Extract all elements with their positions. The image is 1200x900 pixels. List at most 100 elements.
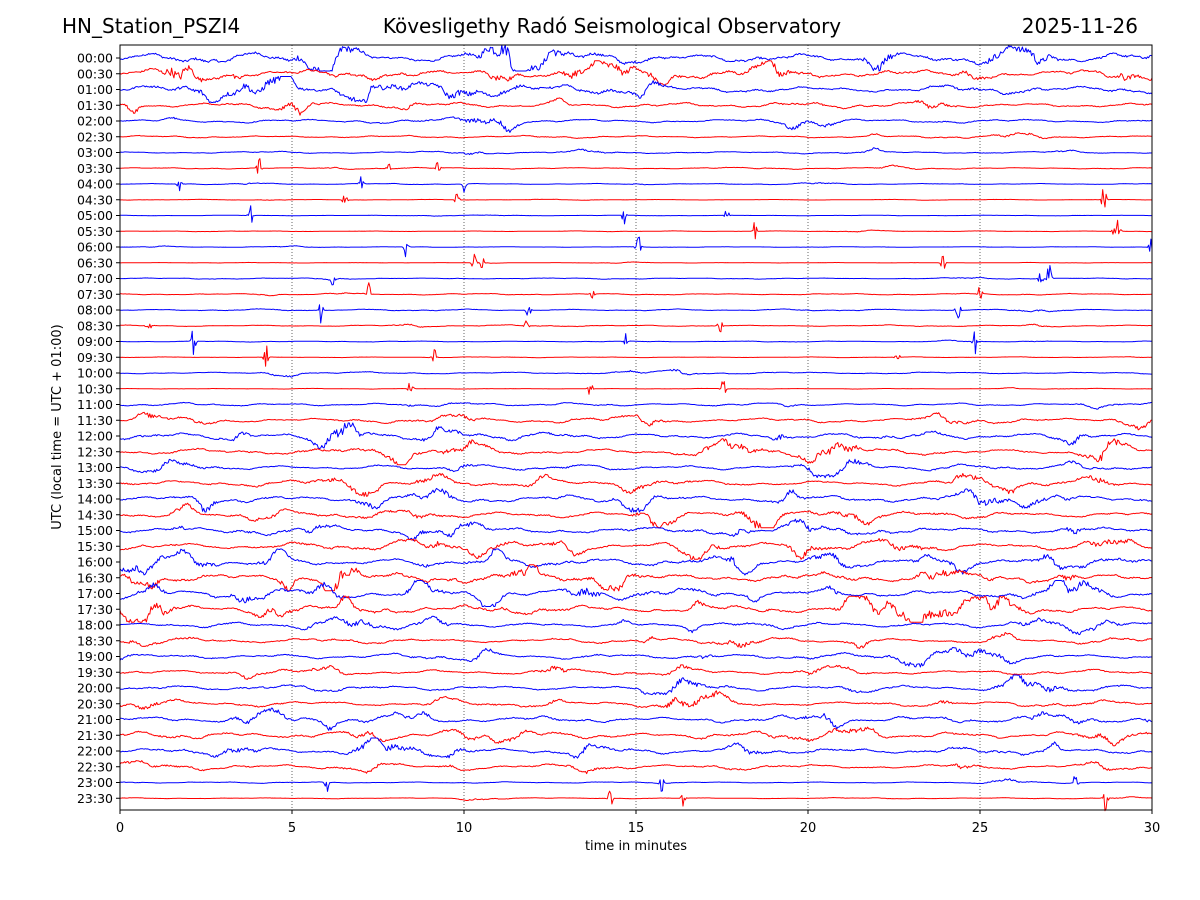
seismogram-trace	[119, 564, 1153, 592]
seismogram-trace	[119, 116, 1153, 133]
seismogram-trace	[119, 615, 1153, 636]
seismogram-trace	[119, 189, 1153, 208]
date-title: 2025-11-26	[1021, 14, 1138, 38]
seismogram-trace	[119, 776, 1153, 792]
y-tick-label: 12:00	[77, 429, 113, 444]
seismogram-trace	[119, 538, 1153, 560]
x-tick-label: 25	[972, 821, 989, 836]
y-tick-label: 20:00	[77, 681, 113, 696]
seismogram-trace	[119, 518, 1153, 542]
y-tick-label: 08:00	[77, 303, 113, 318]
y-tick-label: 14:30	[77, 507, 113, 522]
y-tick-label: 20:30	[77, 696, 113, 711]
x-axis: 0 5 10 15 20 25 30	[116, 810, 1160, 836]
y-tick-label: 03:30	[77, 161, 113, 176]
y-tick-label: 01:00	[77, 82, 113, 97]
y-tick-label: 00:00	[77, 51, 113, 66]
y-tick-label: 02:30	[77, 129, 113, 144]
seismogram-trace	[119, 458, 1153, 479]
observatory-title: Kövesligethy Radó Seismological Observat…	[382, 14, 842, 38]
seismogram-trace	[119, 44, 1153, 72]
seismogram-trace	[119, 97, 1153, 116]
x-tick-label: 20	[800, 821, 817, 836]
y-tick-label: 22:00	[77, 744, 113, 759]
seismogram-trace	[119, 726, 1153, 747]
seismogram-trace	[119, 176, 1153, 193]
y-tick-label: 18:00	[77, 618, 113, 633]
y-tick-label: 11:30	[77, 413, 113, 428]
seismogram-trace	[119, 548, 1153, 576]
y-tick-label: 06:00	[77, 240, 113, 255]
y-tick-label: 13:30	[77, 476, 113, 491]
seismogram-trace	[119, 790, 1153, 812]
y-tick-label: 17:00	[77, 586, 113, 601]
y-tick-label: 15:00	[77, 523, 113, 538]
y-tick-label: 01:30	[77, 98, 113, 113]
y-tick-label: 04:00	[77, 177, 113, 192]
seismogram-trace	[119, 368, 1152, 378]
y-tick-label: 18:30	[77, 633, 113, 648]
y-tick-label: 07:00	[77, 271, 113, 286]
y-tick-label: 08:30	[77, 318, 113, 333]
y-tick-label: 16:00	[77, 555, 113, 570]
seismogram-trace	[120, 381, 1153, 395]
seismogram-trace	[119, 411, 1153, 431]
seismogram-trace	[119, 632, 1153, 649]
seismogram-trace	[120, 219, 1153, 240]
seismogram-trace	[120, 158, 1152, 174]
seismogram-trace	[119, 595, 1153, 623]
seismogram-trace	[119, 422, 1153, 449]
seismogram-trace	[119, 737, 1153, 759]
station-title: HN_Station_PSZI4	[62, 14, 241, 38]
y-tick-label: 07:30	[77, 287, 113, 302]
y-tick-label: 02:00	[77, 114, 113, 129]
x-tick-label: 5	[288, 821, 296, 836]
seismogram-trace	[119, 253, 1153, 269]
y-tick-label: 04:30	[77, 192, 113, 207]
x-tick-label: 10	[456, 821, 473, 836]
y-tick-label: 13:00	[77, 460, 113, 475]
y-tick-label: 09:00	[77, 334, 113, 349]
seismogram-trace	[119, 647, 1153, 668]
y-tick-label: 21:30	[77, 728, 113, 743]
seismogram-trace	[120, 205, 1152, 225]
y-tick-label: 10:00	[77, 366, 113, 381]
seismogram-trace	[119, 76, 1153, 103]
y-tick-label: 05:00	[77, 208, 113, 223]
x-axis-label: time in minutes	[585, 839, 687, 854]
seismogram-traces	[119, 44, 1153, 812]
seismogram-trace	[119, 282, 1152, 299]
seismogram-trace	[119, 438, 1153, 466]
seismogram-trace	[119, 472, 1153, 497]
y-tick-label: 00:30	[77, 66, 113, 81]
y-tick-label: 05:30	[77, 224, 113, 239]
seismogram-trace	[120, 330, 1153, 355]
y-tick-label: 21:00	[77, 712, 113, 727]
seismogram-trace	[120, 401, 1153, 410]
seismogram-trace	[119, 345, 1152, 367]
y-tick-label: 03:00	[77, 145, 113, 160]
x-tick-label: 0	[116, 821, 124, 836]
seismogram-trace	[120, 304, 1152, 324]
y-axis: 00:0000:3001:0001:3002:0002:3003:0003:30…	[77, 51, 120, 806]
seismogram-trace	[119, 487, 1153, 513]
y-tick-label: 23:00	[77, 775, 113, 790]
seismogram-trace	[119, 265, 1152, 286]
seismogram-trace	[119, 147, 1153, 156]
seismogram-trace	[119, 674, 1153, 696]
seismogram-trace	[119, 60, 1153, 86]
y-tick-label: 15:30	[77, 539, 113, 554]
y-tick-label: 16:30	[77, 570, 113, 585]
seismogram-trace	[120, 236, 1153, 258]
x-tick-label: 15	[628, 821, 645, 836]
y-tick-label: 12:30	[77, 444, 113, 459]
y-tick-label: 10:30	[77, 381, 113, 396]
y-tick-label: 19:00	[77, 649, 113, 664]
y-axis-label: UTC (local time = UTC + 01:00)	[50, 324, 65, 529]
y-tick-label: 22:30	[77, 759, 113, 774]
seismogram-trace	[120, 132, 1153, 140]
seismogram-trace	[119, 760, 1152, 775]
y-tick-label: 19:30	[77, 665, 113, 680]
y-tick-label: 14:00	[77, 492, 113, 507]
